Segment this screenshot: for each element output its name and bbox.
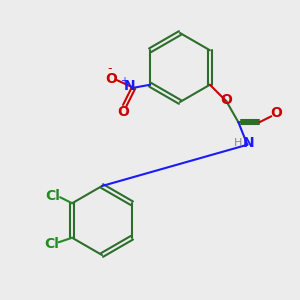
Text: Cl: Cl	[45, 189, 60, 203]
Text: O: O	[220, 93, 232, 107]
Text: +: +	[120, 76, 128, 86]
Text: H: H	[234, 138, 243, 148]
Text: O: O	[105, 72, 117, 86]
Text: O: O	[117, 105, 129, 119]
Text: N: N	[124, 79, 136, 93]
Text: O: O	[270, 106, 282, 120]
Text: N: N	[243, 136, 255, 150]
Text: Cl: Cl	[44, 237, 59, 251]
Text: -: -	[107, 62, 112, 75]
